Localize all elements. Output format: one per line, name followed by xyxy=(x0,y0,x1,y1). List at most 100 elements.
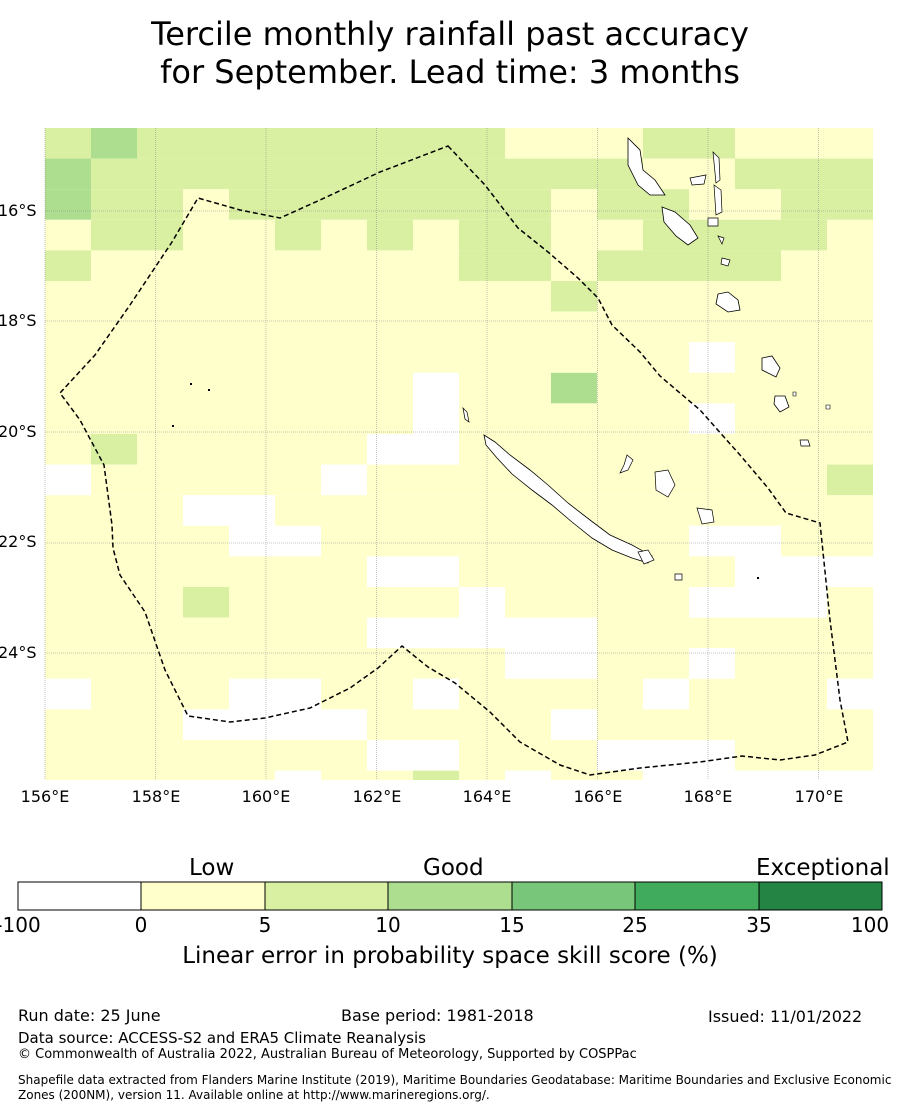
skill-cell xyxy=(367,158,413,190)
walpole-island xyxy=(674,573,683,581)
skill-cell xyxy=(551,740,597,771)
skill-cell xyxy=(781,464,827,496)
title-line-2: for September. Lead time: 3 months xyxy=(160,53,740,91)
colorbar-segment xyxy=(634,881,760,911)
colorbar-segment xyxy=(511,881,636,911)
skill-cell xyxy=(321,281,367,312)
skill-cell xyxy=(459,770,505,780)
skill-cell xyxy=(551,556,597,587)
skill-cell xyxy=(505,281,551,312)
lat-label: 22°S xyxy=(0,532,37,551)
skill-cell xyxy=(643,525,689,557)
skill-cell xyxy=(689,770,735,780)
aniwa-island xyxy=(792,391,797,397)
skill-cell xyxy=(413,617,459,649)
skill-cell xyxy=(413,495,459,526)
skill-cell xyxy=(91,219,137,251)
skill-cell xyxy=(781,403,827,434)
skill-cell xyxy=(275,128,321,159)
skill-cell xyxy=(597,464,643,496)
skill-cell xyxy=(459,617,505,649)
skill-cell xyxy=(413,740,459,771)
skill-cell xyxy=(91,372,137,404)
skill-cell xyxy=(367,281,413,312)
skill-cell xyxy=(321,740,367,771)
skill-cell xyxy=(275,250,321,281)
skill-cell xyxy=(137,250,183,281)
skill-cell xyxy=(229,372,275,404)
skill-cell xyxy=(827,495,873,526)
lifou-island xyxy=(654,469,676,498)
skill-cell xyxy=(735,770,781,780)
skill-cell xyxy=(367,740,413,771)
skill-cell xyxy=(45,464,91,496)
skill-cell xyxy=(551,372,597,404)
skill-cell xyxy=(229,740,275,771)
skill-cell xyxy=(321,556,367,587)
skill-cell xyxy=(229,525,275,557)
skill-cell xyxy=(505,709,551,740)
skill-cell xyxy=(551,311,597,343)
skill-cell xyxy=(321,587,367,618)
skill-cell xyxy=(45,281,91,312)
skill-cell xyxy=(551,281,597,312)
skill-cell xyxy=(367,219,413,251)
skill-cell xyxy=(505,648,551,679)
colorbar-segment xyxy=(264,881,389,911)
skill-cell xyxy=(551,189,597,220)
skill-cell xyxy=(827,434,873,465)
skill-cell xyxy=(45,617,91,649)
skill-cell xyxy=(689,709,735,740)
skill-cell xyxy=(91,648,137,679)
skill-cell xyxy=(275,709,321,740)
colorbar-tick: 100 xyxy=(850,913,890,937)
skill-cell xyxy=(643,311,689,343)
landmasses xyxy=(172,137,831,581)
map-title: Tercile monthly rainfall past accuracy f… xyxy=(0,15,900,91)
skill-cell xyxy=(367,311,413,343)
colorbar-tick: 10 xyxy=(375,913,401,937)
skill-cell xyxy=(183,495,229,526)
skill-cell xyxy=(321,158,367,190)
skill-cell xyxy=(505,678,551,710)
reef-islet-2 xyxy=(208,389,210,391)
skill-cell xyxy=(229,281,275,312)
title-line-1: Tercile monthly rainfall past accuracy xyxy=(151,15,749,53)
copyright: © Commonwealth of Australia 2022, Austra… xyxy=(18,1047,637,1062)
skill-cell xyxy=(367,128,413,159)
skill-cell xyxy=(827,219,873,251)
skill-cells xyxy=(45,128,873,780)
skill-cell xyxy=(321,189,367,220)
skill-cell xyxy=(459,556,505,587)
skill-cell xyxy=(367,403,413,434)
skill-cell xyxy=(229,434,275,465)
hunter-islet xyxy=(757,577,759,579)
skill-cell xyxy=(229,556,275,587)
skill-cell xyxy=(413,219,459,251)
skill-cell xyxy=(827,189,873,220)
skill-cell xyxy=(367,525,413,557)
skill-cell xyxy=(735,250,781,281)
skill-cell xyxy=(45,709,91,740)
skill-cell xyxy=(183,770,229,780)
skill-cell xyxy=(781,495,827,526)
skill-cell xyxy=(229,648,275,679)
base-period: Base period: 1981-2018 xyxy=(341,1006,534,1025)
skill-cell xyxy=(137,311,183,343)
skill-cell xyxy=(45,311,91,343)
skill-cell xyxy=(643,740,689,771)
skill-cell xyxy=(643,648,689,679)
skill-cell xyxy=(413,709,459,740)
skill-cell xyxy=(413,281,459,312)
category-low: Low xyxy=(189,855,235,881)
futuna-island xyxy=(825,404,831,410)
lon-label: 166°E xyxy=(573,787,623,806)
skill-cell xyxy=(91,678,137,710)
skill-cell xyxy=(183,158,229,190)
skill-cell xyxy=(735,189,781,220)
skill-cell xyxy=(689,556,735,587)
skill-cell xyxy=(551,158,597,190)
skill-cell xyxy=(413,372,459,404)
skill-cell xyxy=(183,342,229,373)
skill-cell xyxy=(735,403,781,434)
